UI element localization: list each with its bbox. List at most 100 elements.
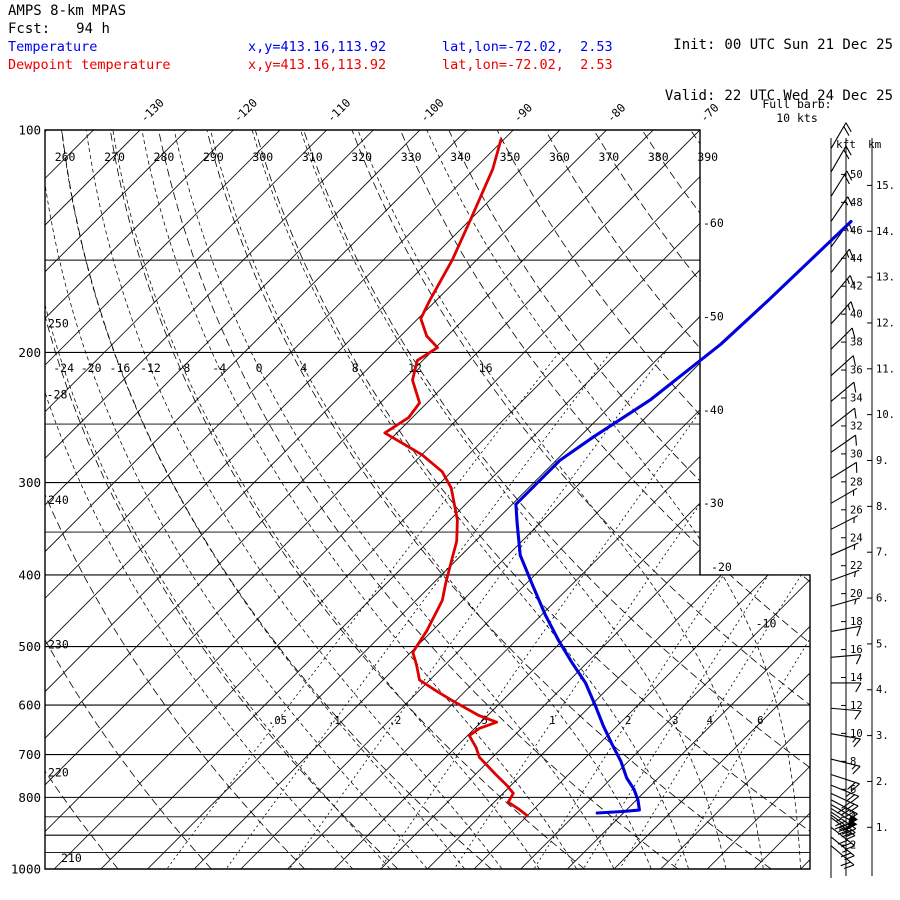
wind-barb-full xyxy=(849,275,855,286)
wind-barb-full xyxy=(854,408,857,419)
isotherm-line xyxy=(613,130,810,869)
isotherm-line xyxy=(660,130,810,869)
kft-label: 30 xyxy=(850,448,863,460)
wind-barb-full xyxy=(844,174,850,185)
wind-barb-full xyxy=(843,126,850,136)
theta-top-label: 320 xyxy=(351,150,372,164)
isotherm-top-label: -120 xyxy=(231,96,261,126)
isotherm-line xyxy=(473,130,810,869)
dewpoint-legend-latlon: lat,lon=-72.02, 2.53 xyxy=(442,57,613,73)
isotherm-right-label: -40 xyxy=(703,403,724,417)
wind-barb-column xyxy=(830,122,862,878)
mixing-ratio-label: .05 xyxy=(268,715,287,727)
mixing-ratio-line xyxy=(672,352,810,869)
isotherm-line xyxy=(45,130,94,869)
theta-left-label: 210 xyxy=(61,851,82,865)
kft-label: 28 xyxy=(850,476,863,488)
mixing-ratio-line xyxy=(379,352,743,869)
wind-barb-full xyxy=(845,122,852,133)
barb-legend-line2: 10 kts xyxy=(776,111,818,125)
dewpoint-legend-xy: x,y=413.16,113.92 xyxy=(248,57,387,73)
moist-adiabat-label: -8 xyxy=(176,361,190,375)
km-label: 7. xyxy=(876,547,889,559)
theta-top-label: 260 xyxy=(55,150,76,164)
wind-barb-half xyxy=(854,598,857,605)
wind-barb-full xyxy=(850,795,860,804)
kft-label: 34 xyxy=(850,393,863,405)
temperature-legend-latlon: lat,lon=-72.02, 2.53 xyxy=(442,39,613,55)
isotherm-line xyxy=(240,130,810,869)
wind-barb xyxy=(830,654,861,658)
isotherm-line xyxy=(45,130,234,869)
init-valid-block: Init: 00 UTC Sun 21 Dec 25 Valid: 22 UTC W… xyxy=(665,3,893,122)
wind-barb-full xyxy=(854,710,862,720)
kft-label: 44 xyxy=(850,253,863,265)
moist-adiabat-label: -28 xyxy=(47,388,68,402)
isotherm-line xyxy=(45,130,561,869)
km-axis-title: km xyxy=(868,138,882,151)
dry-adiabat-line xyxy=(303,130,810,869)
km-label: 11. xyxy=(876,363,895,375)
isotherm-top-label: -90 xyxy=(511,100,536,125)
theta-left-label: 220 xyxy=(48,766,69,780)
wind-barb xyxy=(830,355,854,377)
isotherm-line xyxy=(520,130,810,869)
pressure-label: 100 xyxy=(18,123,41,138)
km-label: 1. xyxy=(876,822,889,834)
valid-line: Valid: 22 UTC Wed 24 Dec 25 xyxy=(665,88,893,105)
theta-left-label: 230 xyxy=(48,637,69,651)
mixing-ratio-line xyxy=(166,352,560,869)
theta-top-label: 370 xyxy=(598,150,619,164)
kft-label: 48 xyxy=(850,197,863,209)
moist-adiabat-label: 8 xyxy=(352,361,359,375)
wind-barb-full xyxy=(855,435,857,446)
wind-barb-full xyxy=(838,826,849,833)
wind-barb-full xyxy=(835,820,846,827)
isotherm-line xyxy=(706,130,810,869)
wind-barb-full xyxy=(852,765,861,775)
theta-top-label: 340 xyxy=(450,150,471,164)
wind-barb-full xyxy=(855,682,862,693)
wind-barb-full xyxy=(846,170,853,181)
km-label: 8. xyxy=(876,501,889,513)
isotherm-line xyxy=(753,130,810,869)
moist-adiabat-line xyxy=(85,130,503,869)
init-line: Init: 00 UTC Sun 21 Dec 25 xyxy=(665,37,893,54)
wind-barb-full xyxy=(848,248,854,260)
isotherm-line xyxy=(45,130,701,869)
isotherm-line xyxy=(45,130,747,869)
wind-barb-half xyxy=(852,737,857,743)
km-label: 2. xyxy=(876,776,889,788)
mixing-ratio-label: 2 xyxy=(625,715,631,727)
wind-barb-full xyxy=(856,626,862,637)
temperature-legend-xy: x,y=413.16,113.92 xyxy=(248,39,387,55)
km-label: 3. xyxy=(876,730,889,742)
isotherm-line xyxy=(380,130,810,869)
km-label: 6. xyxy=(876,593,889,605)
kft-label: 40 xyxy=(850,309,863,321)
valid-value: 22 UTC Wed 24 Dec 25 xyxy=(724,88,893,104)
wind-barb-full xyxy=(847,196,853,207)
plot-boundary xyxy=(44,129,811,870)
wind-barb-full xyxy=(846,794,856,802)
pressure-label: 700 xyxy=(18,747,41,762)
wind-barb xyxy=(830,569,860,582)
wind-barb-full xyxy=(842,825,853,832)
isotherm-line xyxy=(333,130,810,869)
pressure-label: 800 xyxy=(18,790,41,805)
wind-barb-full xyxy=(851,783,860,792)
theta-top-label: 280 xyxy=(154,150,175,164)
wind-barb xyxy=(830,597,860,607)
moist-adiabat-label: -24 xyxy=(53,361,74,375)
mixing-ratio-label: 6 xyxy=(757,715,763,727)
dry-adiabat-line xyxy=(45,130,399,869)
model-title: AMPS 8-km MPAS xyxy=(8,3,127,19)
kft-label: 24 xyxy=(850,532,863,544)
theta-top-label: 300 xyxy=(252,150,273,164)
moist-adiabat-line xyxy=(45,130,354,869)
wind-barb xyxy=(830,487,858,504)
wind-barb-full xyxy=(852,355,856,366)
moist-adiabat-line xyxy=(251,130,689,869)
kft-label: 14 xyxy=(850,672,863,684)
temperature-legend-row: Temperature x,y=413.16,113.92 lat,lon=-7… xyxy=(0,39,900,56)
